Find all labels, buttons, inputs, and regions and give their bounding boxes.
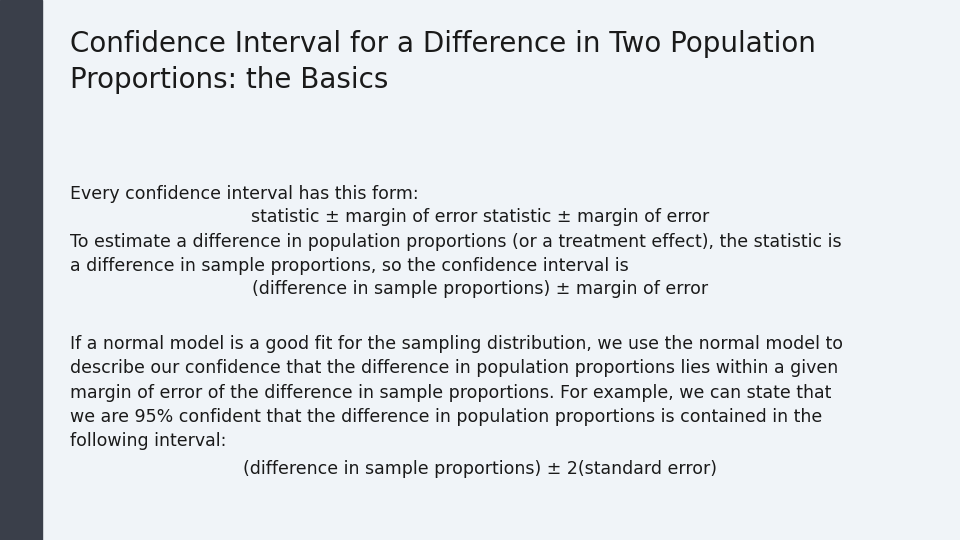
Text: statistic ± margin of error statistic ± margin of error: statistic ± margin of error statistic ± …	[251, 208, 709, 226]
Text: (difference in sample proportions) ± margin of error: (difference in sample proportions) ± mar…	[252, 280, 708, 298]
Text: If a normal model is a good fit for the sampling distribution, we use the normal: If a normal model is a good fit for the …	[70, 335, 843, 450]
Text: To estimate a difference in population proportions (or a treatment effect), the : To estimate a difference in population p…	[70, 233, 842, 275]
Bar	[0, 0, 42, 540]
Text: Every confidence interval has this form:: Every confidence interval has this form:	[70, 185, 419, 203]
Text: (difference in sample proportions) ± 2(standard error): (difference in sample proportions) ± 2(s…	[243, 460, 717, 478]
Text: Confidence Interval for a Difference in Two Population
Proportions: the Basics: Confidence Interval for a Difference in …	[70, 30, 816, 94]
